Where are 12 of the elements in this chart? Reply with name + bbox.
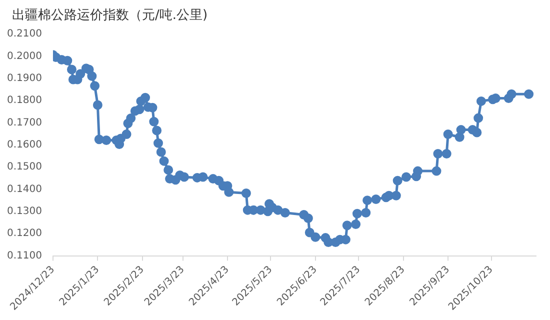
y-tick-label: 0.1600 (6, 139, 42, 150)
y-tick-label: 0.1100 (6, 250, 42, 262)
chart-title: 出疆棉公路运价指数（元/吨.公里) (12, 7, 208, 24)
y-tick-label: 0.1500 (6, 162, 42, 173)
y-tick-label: 0.2000 (6, 50, 42, 62)
y-tick-label: 0.1400 (6, 184, 42, 195)
y-tick-label: 0.1300 (6, 206, 42, 217)
y-tick-label: 0.1900 (6, 72, 42, 84)
y-tick-label: 0.1200 (6, 228, 42, 240)
y-tick-label: 0.1700 (6, 117, 42, 128)
y-tick-label: 0.2100 (6, 28, 42, 40)
y-tick-label: 0.1800 (6, 95, 42, 106)
